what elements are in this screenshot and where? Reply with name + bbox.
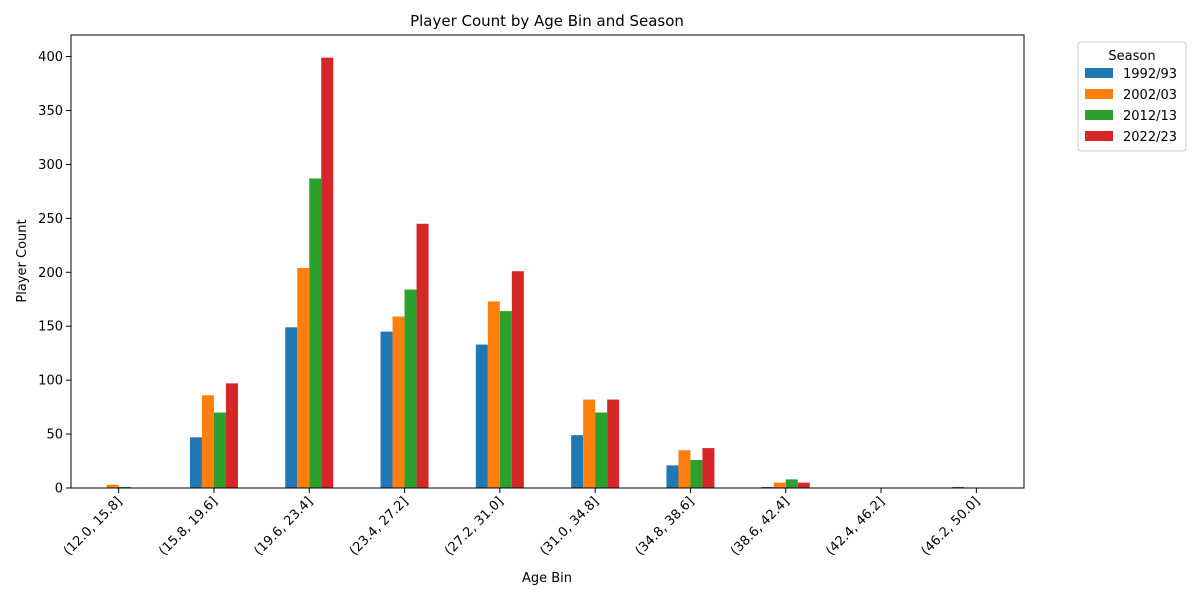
bar-1992-93-3 — [380, 331, 393, 488]
y-tick-label: 250 — [38, 212, 63, 227]
legend-swatch — [1085, 110, 1113, 120]
x-tick-label: (46.2, 50.0] — [919, 494, 984, 559]
x-tick-label: (42.4, 46.2] — [823, 494, 888, 559]
x-axis: (12.0, 15.8] (15.8, 19.6] (19.6, 23.4] (23.… — [61, 488, 983, 559]
bar-2002-03-2 — [297, 267, 310, 488]
x-tick-label: (34.8, 38.6] — [633, 494, 698, 559]
y-axis-label: Player Count — [15, 219, 30, 302]
bar-1992-93-9 — [952, 486, 965, 488]
bar-2022-23-3 — [416, 223, 429, 488]
bar-2002-03-1 — [201, 395, 214, 488]
x-tick-label: (23.4, 27.2] — [347, 494, 412, 559]
bar-2002-03-4 — [487, 301, 500, 488]
bar-2002-03-6 — [678, 450, 691, 488]
y-tick-label: 50 — [46, 428, 63, 443]
bar-2012-13-7 — [785, 479, 798, 488]
y-tick-label: 350 — [38, 104, 63, 119]
bar-2012-13-5 — [595, 412, 608, 488]
bar-2012-13-1 — [213, 412, 226, 488]
bar-2022-23-6 — [702, 448, 715, 488]
bar-1992-93-5 — [571, 435, 584, 488]
legend: Season 1992/93 2002/03 2012/13 2022/23 — [1077, 41, 1187, 152]
y-tick-label: 300 — [38, 158, 63, 173]
bar-2012-13-3 — [404, 289, 417, 488]
y-tick-label: 400 — [38, 50, 63, 65]
y-tick-label: 100 — [38, 374, 63, 389]
bar-2012-13-0 — [118, 486, 131, 488]
legend-swatch — [1085, 131, 1113, 141]
y-tick-label: 0 — [55, 482, 63, 497]
bar-2022-23-7 — [797, 482, 810, 488]
bar-1992-93-6 — [666, 465, 679, 488]
bar-2002-03-3 — [392, 316, 405, 488]
legend-label: 1992/93 — [1123, 67, 1177, 82]
legend-label: 2002/03 — [1123, 88, 1177, 103]
chart-title: Player Count by Age Bin and Season — [410, 12, 684, 30]
x-tick-label: (38.6, 42.4] — [728, 494, 793, 559]
bar-1992-93-1 — [189, 437, 202, 488]
bar-1992-93-7 — [761, 486, 774, 488]
bar-2012-13-4 — [499, 311, 512, 488]
y-tick-label: 150 — [38, 320, 63, 335]
legend-label: 2022/23 — [1123, 130, 1177, 145]
bar-1992-93-4 — [475, 344, 488, 488]
legend-swatch — [1085, 68, 1113, 78]
legend-items: 1992/93 2002/03 2012/13 2022/23 — [1085, 67, 1177, 145]
x-tick-label: (15.8, 19.6] — [156, 494, 221, 559]
bar-2012-13-6 — [690, 459, 703, 488]
legend-label: 2012/13 — [1123, 109, 1177, 124]
plot-frame — [70, 34, 1025, 489]
x-axis-label: Age Bin — [522, 571, 572, 586]
bars-group — [106, 57, 965, 489]
y-tick-label: 200 — [38, 266, 63, 281]
x-tick-label: (31.0, 34.8] — [537, 494, 602, 559]
bar-2022-23-1 — [225, 383, 238, 488]
bar-2022-23-2 — [321, 57, 334, 489]
legend-title: Season — [1108, 49, 1155, 64]
x-tick-label: (19.6, 23.4] — [252, 494, 317, 559]
bar-2022-23-5 — [607, 399, 620, 488]
bar-1992-93-2 — [285, 327, 298, 488]
bar-2002-03-5 — [583, 399, 596, 488]
bar-2022-23-4 — [511, 271, 524, 488]
y-axis: 0 50 100 150 200 250 300 350 400 — [38, 50, 71, 497]
bar-2012-13-2 — [309, 178, 322, 488]
legend-swatch — [1085, 89, 1113, 99]
x-tick-label: (27.2, 31.0] — [442, 494, 507, 559]
x-tick-label: (12.0, 15.8] — [61, 494, 126, 559]
bar-2002-03-7 — [773, 482, 786, 488]
bar-2002-03-0 — [106, 484, 119, 488]
